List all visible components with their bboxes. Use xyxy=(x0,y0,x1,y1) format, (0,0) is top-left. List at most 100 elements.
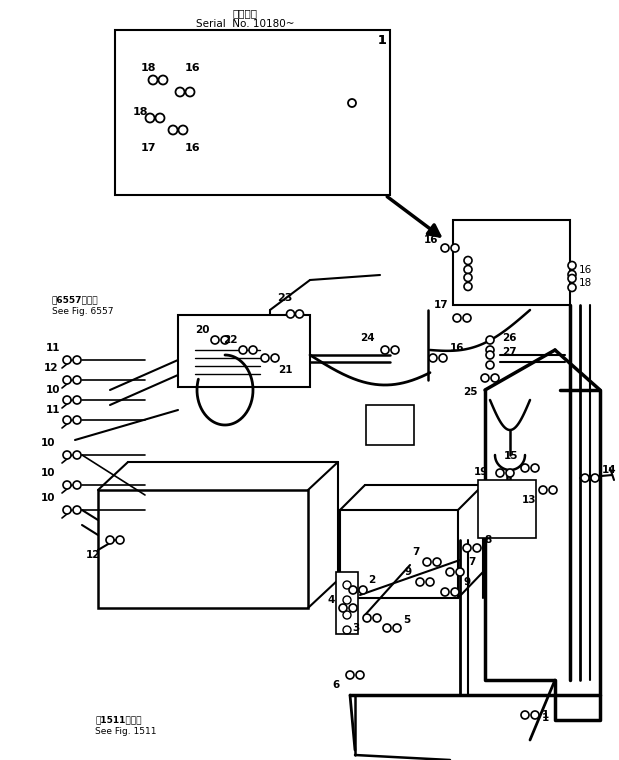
Text: 11: 11 xyxy=(46,405,60,415)
Text: 26: 26 xyxy=(502,333,516,343)
Bar xyxy=(366,405,414,445)
Text: 16: 16 xyxy=(423,235,438,245)
Circle shape xyxy=(73,376,81,384)
Circle shape xyxy=(155,113,165,122)
Circle shape xyxy=(221,336,229,344)
Circle shape xyxy=(549,486,557,494)
Circle shape xyxy=(346,671,354,679)
Text: 1: 1 xyxy=(378,33,386,46)
Text: 16: 16 xyxy=(184,63,200,73)
Circle shape xyxy=(446,568,454,576)
Text: 8: 8 xyxy=(484,535,491,545)
Text: 4: 4 xyxy=(327,595,335,605)
Circle shape xyxy=(63,481,71,489)
Circle shape xyxy=(486,351,494,359)
Circle shape xyxy=(271,354,279,362)
Text: 16: 16 xyxy=(450,343,464,353)
Circle shape xyxy=(73,356,81,364)
Text: 14: 14 xyxy=(602,465,617,475)
Bar xyxy=(178,315,310,387)
Circle shape xyxy=(496,469,504,477)
Text: 17: 17 xyxy=(141,143,156,153)
Text: 10: 10 xyxy=(40,438,55,448)
Circle shape xyxy=(453,314,461,322)
Circle shape xyxy=(73,481,81,489)
Circle shape xyxy=(356,671,364,679)
Circle shape xyxy=(63,356,71,364)
Circle shape xyxy=(106,536,114,544)
Circle shape xyxy=(506,469,514,477)
Text: 第1511図参照: 第1511図参照 xyxy=(95,715,142,724)
Text: 1: 1 xyxy=(542,710,548,720)
Circle shape xyxy=(441,588,449,596)
Circle shape xyxy=(349,586,357,594)
Bar xyxy=(453,220,570,305)
Circle shape xyxy=(168,125,178,135)
Text: 10: 10 xyxy=(46,385,60,395)
Circle shape xyxy=(63,451,71,459)
Circle shape xyxy=(539,486,547,494)
Text: 20: 20 xyxy=(196,325,210,335)
Circle shape xyxy=(439,354,447,362)
Text: 22: 22 xyxy=(223,335,238,345)
Circle shape xyxy=(287,310,295,318)
Circle shape xyxy=(116,536,124,544)
Circle shape xyxy=(63,506,71,514)
Circle shape xyxy=(473,544,481,552)
Circle shape xyxy=(145,113,155,122)
Circle shape xyxy=(464,265,472,274)
Text: See Fig. 1511: See Fig. 1511 xyxy=(95,727,157,736)
Circle shape xyxy=(486,346,494,354)
Circle shape xyxy=(373,614,381,622)
Text: 9: 9 xyxy=(463,577,470,587)
Text: 9: 9 xyxy=(405,567,412,577)
Text: 12: 12 xyxy=(85,550,100,560)
Text: 第6557図参照: 第6557図参照 xyxy=(52,296,98,305)
Text: 27: 27 xyxy=(502,347,517,357)
Bar xyxy=(115,30,390,195)
Circle shape xyxy=(249,346,257,354)
Circle shape xyxy=(363,614,371,622)
Circle shape xyxy=(451,244,459,252)
Circle shape xyxy=(591,474,599,482)
Circle shape xyxy=(568,283,576,292)
Circle shape xyxy=(568,261,576,270)
Text: 24: 24 xyxy=(360,333,375,343)
Text: 16: 16 xyxy=(184,143,200,153)
Circle shape xyxy=(521,711,529,719)
Text: 10: 10 xyxy=(40,493,55,503)
Circle shape xyxy=(73,416,81,424)
Circle shape xyxy=(339,604,347,612)
Circle shape xyxy=(73,451,81,459)
Circle shape xyxy=(456,568,464,576)
Circle shape xyxy=(359,586,367,594)
Circle shape xyxy=(429,354,437,362)
Circle shape xyxy=(568,274,576,283)
Circle shape xyxy=(261,354,269,362)
Text: 7: 7 xyxy=(413,547,420,557)
Text: 19: 19 xyxy=(474,467,488,477)
Circle shape xyxy=(521,464,529,472)
Circle shape xyxy=(486,336,494,344)
Text: 適用号機: 適用号機 xyxy=(233,8,258,18)
Text: 18: 18 xyxy=(578,278,592,288)
Text: 17: 17 xyxy=(433,300,448,310)
Text: 18: 18 xyxy=(132,107,148,117)
Circle shape xyxy=(463,314,471,322)
Circle shape xyxy=(391,346,399,354)
Circle shape xyxy=(464,257,472,264)
Circle shape xyxy=(463,544,471,552)
Text: See Fig. 6557: See Fig. 6557 xyxy=(52,308,113,316)
Text: 1: 1 xyxy=(378,33,386,46)
Circle shape xyxy=(423,558,431,566)
Text: Serial  No. 10180~: Serial No. 10180~ xyxy=(196,19,294,29)
Circle shape xyxy=(73,506,81,514)
Text: 10: 10 xyxy=(40,468,55,478)
Circle shape xyxy=(158,75,168,84)
Circle shape xyxy=(464,274,472,281)
Circle shape xyxy=(433,558,441,566)
Circle shape xyxy=(149,75,157,84)
Text: 2: 2 xyxy=(368,575,375,585)
Text: 3: 3 xyxy=(353,623,360,633)
Circle shape xyxy=(441,244,449,252)
